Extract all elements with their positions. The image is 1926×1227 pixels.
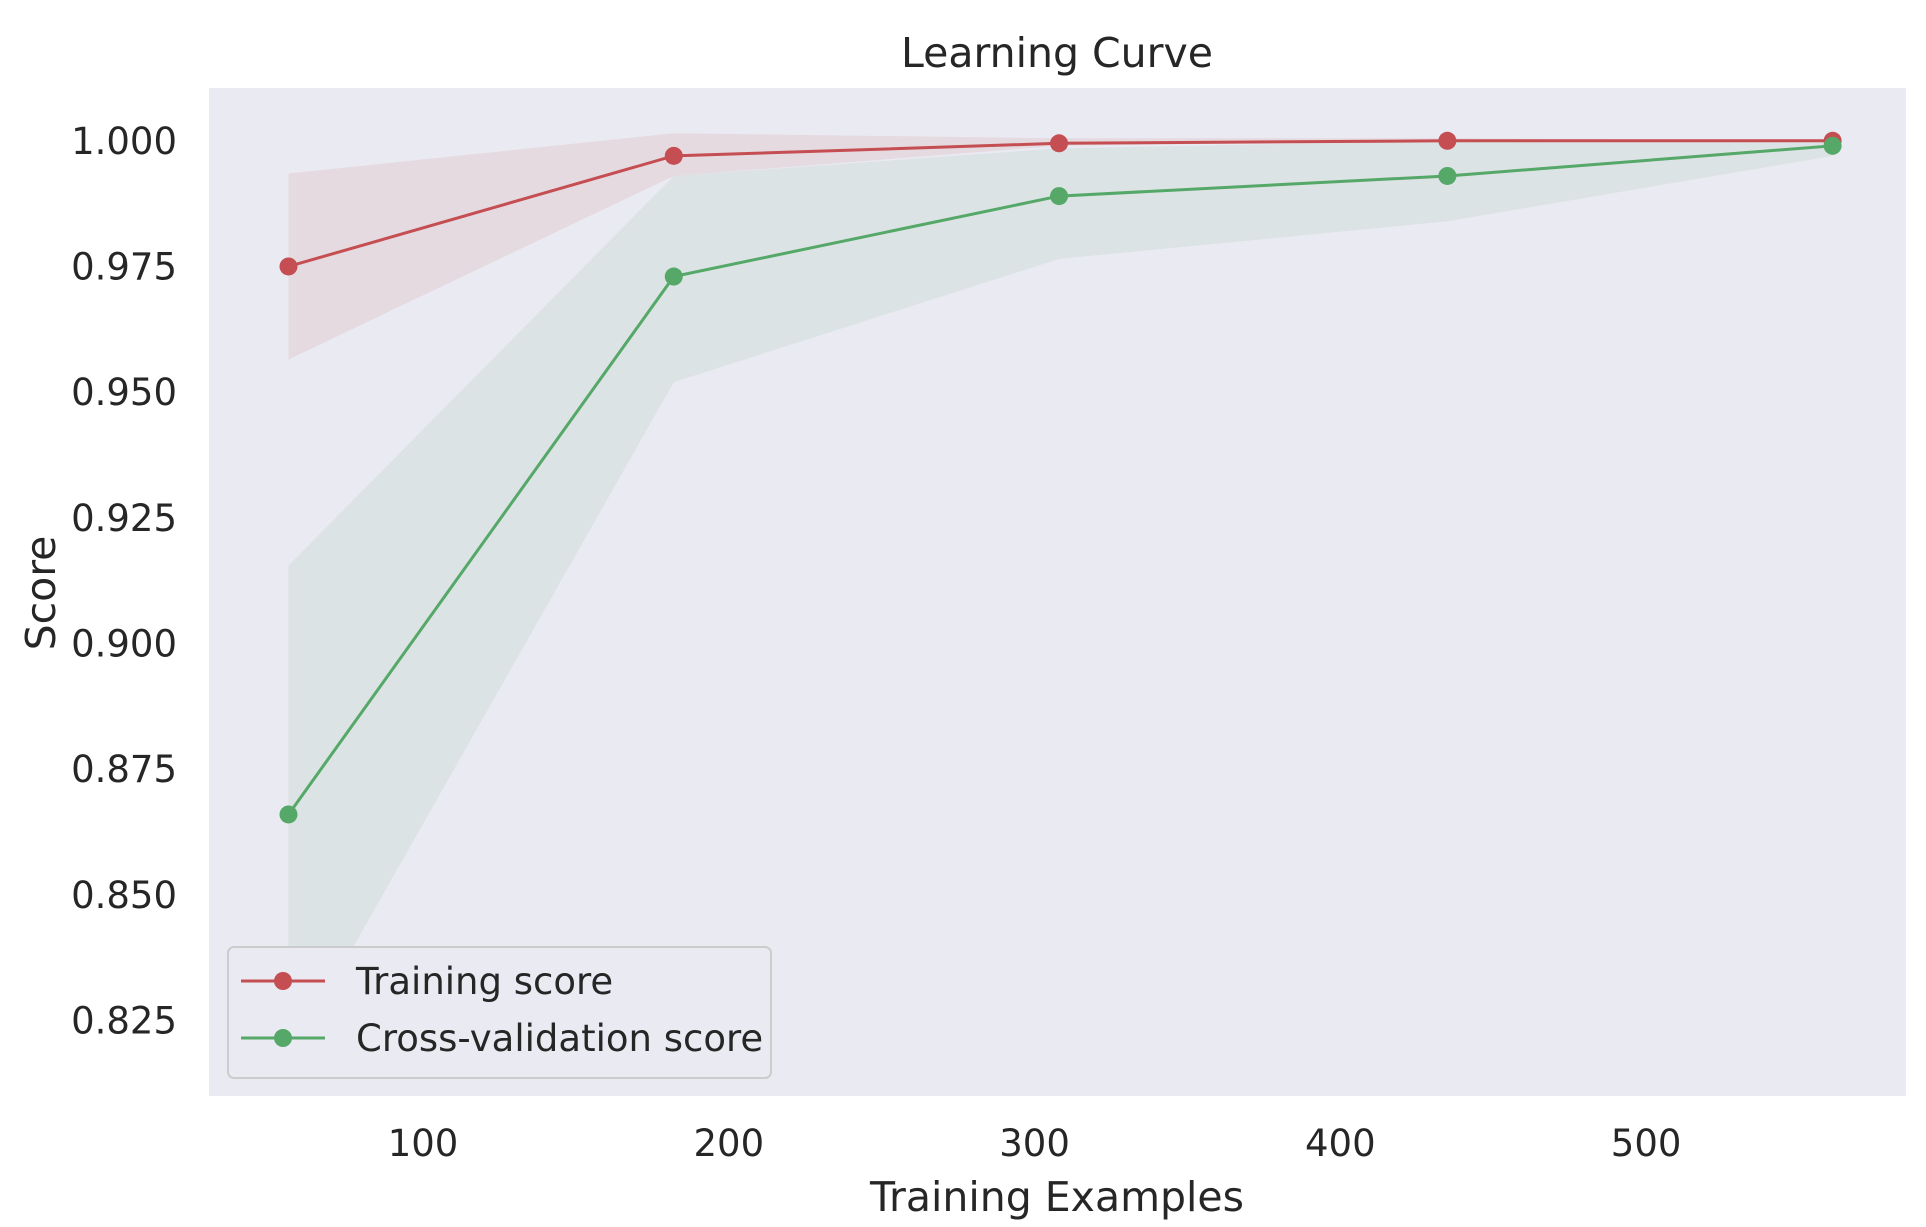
y-tick-label: 0.850	[71, 874, 177, 917]
y-tick-label: 0.825	[71, 1000, 177, 1043]
training-score-point	[279, 257, 298, 276]
y-tick-label: 0.975	[71, 245, 177, 288]
chart-title: Learning Curve	[901, 29, 1213, 77]
legend-training-marker	[274, 972, 292, 990]
training-score-point	[664, 146, 683, 165]
y-axis-ticks: 0.825 0.850 0.875 0.900 0.925 0.950 0.975 1.000	[71, 120, 177, 1043]
cv-score-point	[1438, 166, 1457, 185]
cv-score-point	[279, 805, 298, 824]
x-tick-label: 200	[693, 1122, 764, 1165]
x-axis-ticks: 100 200 300 400 500	[388, 1122, 1682, 1165]
y-tick-label: 1.000	[71, 120, 177, 163]
x-tick-label: 300	[999, 1122, 1070, 1165]
x-tick-label: 100	[388, 1122, 459, 1165]
cv-score-point	[1050, 187, 1069, 206]
cv-score-band	[288, 140, 1833, 1061]
training-score-point	[1050, 134, 1069, 153]
x-tick-label: 500	[1611, 1122, 1682, 1165]
x-axis-label: Training Examples	[869, 1173, 1244, 1221]
legend-cv-marker	[274, 1029, 292, 1047]
legend-box	[227, 946, 772, 1079]
y-tick-label: 0.900	[71, 623, 177, 666]
cv-score-point	[1823, 136, 1842, 155]
legend: Training score Cross-validation score	[227, 946, 772, 1079]
legend-training-label: Training score	[355, 960, 613, 1003]
plot-area	[209, 88, 1906, 1096]
y-tick-label: 0.950	[71, 371, 177, 414]
cv-score-point	[664, 267, 683, 286]
y-axis-label: Score	[17, 536, 65, 651]
x-tick-label: 400	[1305, 1122, 1376, 1165]
y-tick-label: 0.925	[71, 497, 177, 540]
confidence-bands	[288, 133, 1833, 1061]
training-score-point	[1438, 131, 1457, 150]
legend-cv-label: Cross-validation score	[356, 1017, 763, 1060]
series-markers	[279, 131, 1842, 824]
y-tick-label: 0.875	[71, 748, 177, 791]
